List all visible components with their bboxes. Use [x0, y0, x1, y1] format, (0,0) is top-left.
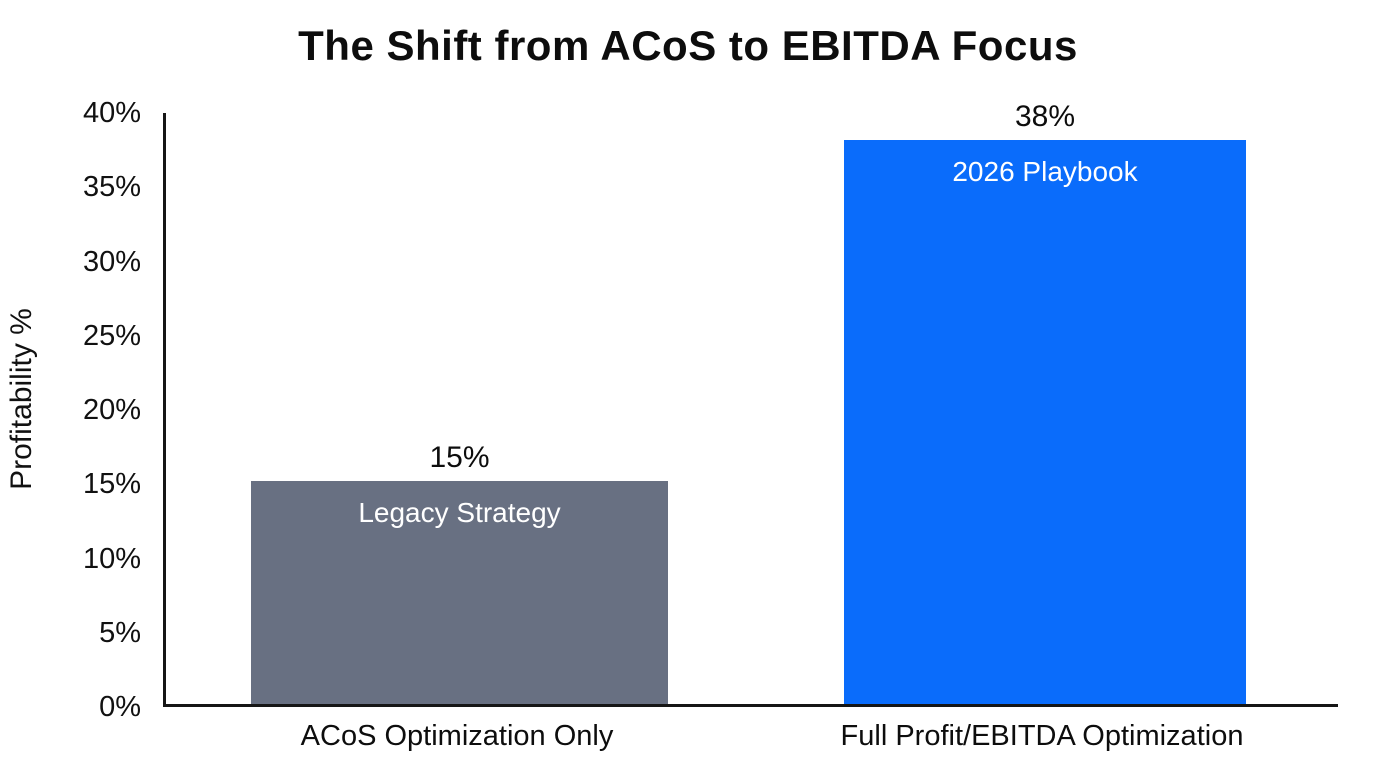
bar-value-label: 38% [1014, 99, 1076, 133]
x-category-label: Full Profit/EBITDA Optimization [840, 720, 1244, 752]
chart-title: The Shift from ACoS to EBITDA Focus [298, 22, 1078, 69]
x-axis-labels: ACoS Optimization Only Full Profit/EBITD… [163, 719, 1338, 759]
y-tick-label: 10% [82, 542, 141, 575]
bar-inner-label: 2026 Playbook [952, 155, 1138, 187]
y-tick-label: 5% [99, 616, 141, 649]
plot-area: 15% Legacy Strategy 38% 2026 Playbook [163, 100, 1338, 707]
bar-inner-label: Legacy Strategy [358, 497, 561, 529]
x-category-label: ACoS Optimization Only [300, 720, 614, 752]
bar-acos-optimization: 15% Legacy Strategy [251, 441, 668, 704]
y-tick-label: 35% [82, 171, 141, 204]
y-tick-label: 15% [82, 468, 141, 501]
y-tick-labels: 0% 5% 10% 15% 20% 25% 30% 35% 40% [0, 97, 141, 723]
y-tick-label: 40% [82, 97, 141, 129]
y-tick-label: 30% [82, 245, 141, 278]
y-tick-label: 0% [99, 691, 141, 723]
y-tick-label: 25% [82, 319, 141, 352]
bar-full-profit-ebitda: 38% 2026 Playbook [844, 100, 1246, 704]
y-tick-label: 20% [82, 394, 141, 426]
bar-value-label: 15% [429, 441, 490, 475]
